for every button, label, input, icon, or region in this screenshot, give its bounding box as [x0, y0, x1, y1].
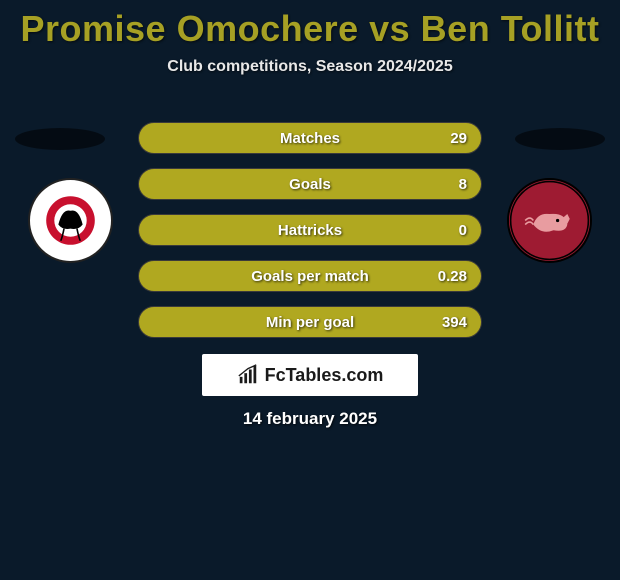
stat-row-goals: Goals 8: [138, 168, 482, 200]
brand-attribution[interactable]: FcTables.com: [202, 354, 418, 396]
stat-label: Goals per match: [251, 268, 369, 285]
stat-value-right: 0.28: [438, 268, 467, 285]
comparison-subtitle: Club competitions, Season 2024/2025: [0, 58, 620, 76]
left-crest-shadow: [15, 128, 105, 150]
stat-value-right: 0: [459, 222, 467, 239]
right-team-crest: [507, 178, 592, 263]
stat-label: Hattricks: [278, 222, 342, 239]
brand-text: FcTables.com: [265, 365, 384, 386]
stat-label: Goals: [289, 176, 331, 193]
chart-icon: [237, 364, 259, 386]
comparison-title: Promise Omochere vs Ben Tollitt: [0, 0, 620, 50]
stat-row-goals-per-match: Goals per match 0.28: [138, 260, 482, 292]
stat-value-right: 8: [459, 176, 467, 193]
stat-value-right: 394: [442, 314, 467, 331]
stat-value-right: 29: [450, 130, 467, 147]
stat-row-matches: Matches 29: [138, 122, 482, 154]
morecambe-badge-icon: [509, 180, 590, 261]
stat-row-hattricks: Hattricks 0: [138, 214, 482, 246]
stat-label: Matches: [280, 130, 340, 147]
stat-label: Min per goal: [266, 314, 354, 331]
snapshot-date: 14 february 2025: [0, 409, 620, 429]
stats-container: Matches 29 Goals 8 Hattricks 0 Goals per…: [138, 122, 482, 352]
left-team-crest: [28, 178, 113, 263]
fleetwood-badge-icon: [30, 180, 111, 261]
stat-row-min-per-goal: Min per goal 394: [138, 306, 482, 338]
right-crest-shadow: [515, 128, 605, 150]
